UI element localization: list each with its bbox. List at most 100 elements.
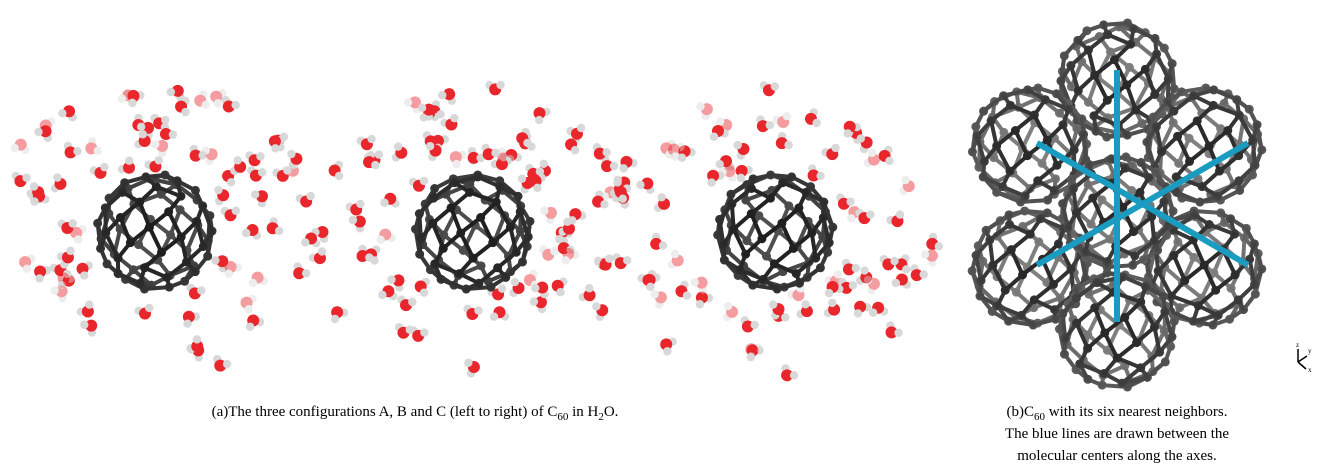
- atom: [1169, 106, 1179, 116]
- oxygen: [700, 103, 713, 116]
- oxygen: [902, 180, 915, 193]
- water: [910, 264, 928, 282]
- water: [863, 148, 880, 168]
- water: [463, 304, 483, 321]
- hydrogen: [833, 270, 843, 279]
- water: [707, 169, 725, 187]
- hydrogen: [860, 266, 869, 275]
- oxygen: [467, 151, 480, 164]
- bond: [458, 230, 476, 261]
- water: [540, 206, 557, 225]
- hydrogen: [80, 320, 89, 329]
- water: [134, 303, 154, 320]
- oxygen: [85, 319, 98, 332]
- bond: [148, 176, 179, 187]
- hydrogen: [715, 117, 725, 126]
- hydrogen: [205, 156, 214, 166]
- water: [76, 300, 94, 318]
- water: [221, 95, 240, 113]
- hydrogen: [782, 111, 792, 121]
- oxygen: [867, 153, 880, 166]
- hydrogen: [497, 147, 507, 156]
- fullerene: [411, 170, 535, 294]
- oxygen: [159, 127, 172, 140]
- water: [690, 276, 708, 294]
- subscript: 60: [1034, 411, 1046, 423]
- water: [650, 290, 667, 309]
- oxygen: [34, 265, 47, 278]
- water: [245, 151, 265, 167]
- water: [539, 245, 559, 261]
- water: [186, 335, 204, 353]
- water: [266, 217, 284, 236]
- oxygen: [695, 276, 708, 289]
- water: [667, 142, 685, 161]
- hydrogen: [224, 269, 233, 278]
- bond: [185, 223, 200, 253]
- bond: [147, 225, 164, 255]
- water: [301, 232, 321, 248]
- hydrogen: [517, 174, 527, 183]
- bond: [1122, 315, 1139, 345]
- hydrogen: [816, 171, 825, 181]
- oxygen: [268, 135, 281, 148]
- water: [592, 190, 609, 209]
- water: [356, 244, 374, 262]
- hydrogen: [376, 235, 385, 244]
- water: [594, 254, 614, 271]
- hydrogen: [670, 249, 680, 259]
- water: [561, 247, 580, 265]
- hydrogen: [450, 113, 459, 123]
- water: [745, 343, 763, 361]
- hydrogen: [452, 159, 461, 169]
- hydrogen: [214, 185, 223, 195]
- water: [715, 155, 735, 171]
- hydrogen: [885, 156, 894, 166]
- caption-text: with its six nearest neighbors.: [1045, 404, 1227, 420]
- water: [210, 89, 227, 108]
- oxygen: [57, 272, 70, 285]
- water: [58, 269, 75, 289]
- oxygen: [449, 151, 462, 164]
- hydrogen: [100, 162, 109, 172]
- hydrogen: [746, 352, 756, 362]
- neighbor-axis: [1035, 140, 1250, 268]
- water: [899, 175, 915, 195]
- water: [245, 314, 265, 331]
- hydrogen: [403, 98, 413, 107]
- atom: [1204, 141, 1214, 151]
- hydrogen: [181, 107, 190, 117]
- oxygen: [654, 291, 667, 304]
- water: [397, 295, 417, 312]
- hydrogen: [529, 269, 538, 279]
- hydrogen: [88, 137, 97, 146]
- hydrogen: [21, 145, 30, 155]
- fullerene: [93, 170, 217, 294]
- atom: [1199, 260, 1209, 270]
- oxygen: [542, 248, 555, 261]
- hydrogen: [198, 151, 207, 160]
- hydrogen: [497, 284, 507, 293]
- hydrogen: [78, 225, 87, 234]
- hydrogen: [622, 256, 632, 265]
- hydrogen: [566, 245, 575, 255]
- hydrogen: [378, 290, 387, 300]
- water: [247, 166, 267, 182]
- hydrogen: [787, 290, 796, 299]
- axes-lines: [1035, 70, 1250, 322]
- hydrogen: [529, 297, 539, 306]
- hydrogen: [533, 183, 542, 193]
- bond: [467, 190, 499, 205]
- hydrogen: [715, 160, 724, 169]
- bond: [1171, 253, 1187, 283]
- water: [775, 131, 793, 150]
- hydrogen: [919, 270, 928, 279]
- hydrogen: [154, 156, 163, 165]
- oxygen: [70, 226, 83, 239]
- hydrogen: [73, 147, 82, 156]
- water: [117, 156, 136, 174]
- hydrogen: [894, 328, 903, 338]
- oxygen: [867, 277, 880, 290]
- caption-text: The blue lines are drawn between the: [1005, 426, 1229, 442]
- water: [855, 208, 875, 225]
